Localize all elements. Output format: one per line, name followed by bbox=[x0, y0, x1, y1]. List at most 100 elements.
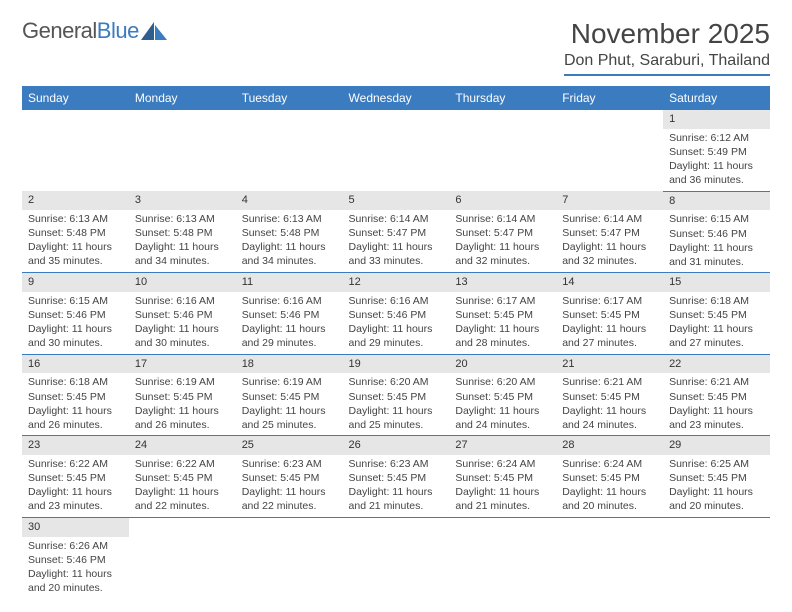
sunset: Sunset: 5:45 PM bbox=[349, 471, 444, 485]
cell-body: Sunrise: 6:14 AMSunset: 5:47 PMDaylight:… bbox=[556, 210, 663, 272]
day-number: 22 bbox=[663, 355, 770, 374]
sunset: Sunset: 5:45 PM bbox=[28, 390, 123, 404]
sunset: Sunset: 5:45 PM bbox=[562, 390, 657, 404]
calendar-cell bbox=[449, 517, 556, 598]
cell-body: Sunrise: 6:16 AMSunset: 5:46 PMDaylight:… bbox=[343, 292, 450, 354]
sunrise: Sunrise: 6:23 AM bbox=[349, 457, 444, 471]
calendar-cell: 13Sunrise: 6:17 AMSunset: 5:45 PMDayligh… bbox=[449, 273, 556, 355]
calendar-cell: 25Sunrise: 6:23 AMSunset: 5:45 PMDayligh… bbox=[236, 436, 343, 518]
daylight-2: and 23 minutes. bbox=[28, 499, 123, 513]
calendar-cell: 3Sunrise: 6:13 AMSunset: 5:48 PMDaylight… bbox=[129, 191, 236, 273]
sunrise: Sunrise: 6:23 AM bbox=[242, 457, 337, 471]
day-number: 13 bbox=[449, 273, 556, 292]
daylight-2: and 22 minutes. bbox=[242, 499, 337, 513]
daylight-1: Daylight: 11 hours bbox=[242, 322, 337, 336]
day-header: Sunday bbox=[22, 86, 129, 110]
daylight-1: Daylight: 11 hours bbox=[28, 404, 123, 418]
sunset: Sunset: 5:45 PM bbox=[135, 390, 230, 404]
sunrise: Sunrise: 6:24 AM bbox=[562, 457, 657, 471]
daylight-2: and 31 minutes. bbox=[669, 255, 764, 269]
sunrise: Sunrise: 6:18 AM bbox=[28, 375, 123, 389]
day-number: 23 bbox=[22, 436, 129, 455]
cell-body: Sunrise: 6:18 AMSunset: 5:45 PMDaylight:… bbox=[22, 373, 129, 435]
calendar-cell: 15Sunrise: 6:18 AMSunset: 5:45 PMDayligh… bbox=[663, 273, 770, 355]
calendar-cell: 26Sunrise: 6:23 AMSunset: 5:45 PMDayligh… bbox=[343, 436, 450, 518]
daylight-1: Daylight: 11 hours bbox=[669, 159, 764, 173]
sunrise: Sunrise: 6:19 AM bbox=[135, 375, 230, 389]
day-number: 15 bbox=[663, 273, 770, 292]
calendar-cell bbox=[556, 110, 663, 191]
calendar-cell: 1Sunrise: 6:12 AMSunset: 5:49 PMDaylight… bbox=[663, 110, 770, 191]
day-number: 4 bbox=[236, 191, 343, 210]
calendar-row: 30Sunrise: 6:26 AMSunset: 5:46 PMDayligh… bbox=[22, 517, 770, 598]
calendar-row: 16Sunrise: 6:18 AMSunset: 5:45 PMDayligh… bbox=[22, 354, 770, 436]
calendar-cell: 14Sunrise: 6:17 AMSunset: 5:45 PMDayligh… bbox=[556, 273, 663, 355]
calendar-cell: 6Sunrise: 6:14 AMSunset: 5:47 PMDaylight… bbox=[449, 191, 556, 273]
day-header: Monday bbox=[129, 86, 236, 110]
day-number: 25 bbox=[236, 436, 343, 455]
daylight-2: and 20 minutes. bbox=[669, 499, 764, 513]
calendar-row: 2Sunrise: 6:13 AMSunset: 5:48 PMDaylight… bbox=[22, 191, 770, 273]
daylight-2: and 21 minutes. bbox=[349, 499, 444, 513]
calendar-cell bbox=[663, 517, 770, 598]
calendar-cell: 29Sunrise: 6:25 AMSunset: 5:45 PMDayligh… bbox=[663, 436, 770, 518]
cell-body: Sunrise: 6:23 AMSunset: 5:45 PMDaylight:… bbox=[343, 455, 450, 517]
calendar-cell: 8Sunrise: 6:15 AMSunset: 5:46 PMDaylight… bbox=[663, 191, 770, 273]
sunrise: Sunrise: 6:16 AM bbox=[242, 294, 337, 308]
sunrise: Sunrise: 6:16 AM bbox=[349, 294, 444, 308]
daylight-2: and 32 minutes. bbox=[455, 254, 550, 268]
calendar-cell: 12Sunrise: 6:16 AMSunset: 5:46 PMDayligh… bbox=[343, 273, 450, 355]
daylight-1: Daylight: 11 hours bbox=[28, 485, 123, 499]
daylight-1: Daylight: 11 hours bbox=[455, 404, 550, 418]
day-header: Friday bbox=[556, 86, 663, 110]
daylight-1: Daylight: 11 hours bbox=[562, 240, 657, 254]
calendar-cell: 9Sunrise: 6:15 AMSunset: 5:46 PMDaylight… bbox=[22, 273, 129, 355]
daylight-2: and 36 minutes. bbox=[669, 173, 764, 187]
sunrise: Sunrise: 6:21 AM bbox=[669, 375, 764, 389]
day-number: 3 bbox=[129, 191, 236, 210]
daylight-2: and 30 minutes. bbox=[28, 336, 123, 350]
sunrise: Sunrise: 6:21 AM bbox=[562, 375, 657, 389]
calendar-cell bbox=[236, 517, 343, 598]
sunrise: Sunrise: 6:18 AM bbox=[669, 294, 764, 308]
logo: GeneralBlue bbox=[22, 18, 167, 44]
sail-icon bbox=[141, 22, 167, 40]
daylight-1: Daylight: 11 hours bbox=[135, 240, 230, 254]
sunset: Sunset: 5:45 PM bbox=[242, 471, 337, 485]
daylight-1: Daylight: 11 hours bbox=[669, 322, 764, 336]
calendar-cell bbox=[236, 110, 343, 191]
daylight-1: Daylight: 11 hours bbox=[242, 240, 337, 254]
cell-body: Sunrise: 6:20 AMSunset: 5:45 PMDaylight:… bbox=[343, 373, 450, 435]
daylight-2: and 34 minutes. bbox=[135, 254, 230, 268]
daylight-2: and 24 minutes. bbox=[455, 418, 550, 432]
calendar-cell: 18Sunrise: 6:19 AMSunset: 5:45 PMDayligh… bbox=[236, 354, 343, 436]
day-number: 24 bbox=[129, 436, 236, 455]
cell-body: Sunrise: 6:25 AMSunset: 5:45 PMDaylight:… bbox=[663, 455, 770, 517]
day-number: 1 bbox=[663, 110, 770, 129]
calendar-cell: 7Sunrise: 6:14 AMSunset: 5:47 PMDaylight… bbox=[556, 191, 663, 273]
sunrise: Sunrise: 6:22 AM bbox=[28, 457, 123, 471]
sunrise: Sunrise: 6:19 AM bbox=[242, 375, 337, 389]
calendar-cell bbox=[449, 110, 556, 191]
daylight-2: and 20 minutes. bbox=[28, 581, 123, 595]
daylight-2: and 33 minutes. bbox=[349, 254, 444, 268]
cell-body: Sunrise: 6:14 AMSunset: 5:47 PMDaylight:… bbox=[449, 210, 556, 272]
sunset: Sunset: 5:47 PM bbox=[455, 226, 550, 240]
daylight-2: and 25 minutes. bbox=[242, 418, 337, 432]
daylight-1: Daylight: 11 hours bbox=[349, 322, 444, 336]
sunset: Sunset: 5:46 PM bbox=[242, 308, 337, 322]
daylight-1: Daylight: 11 hours bbox=[562, 404, 657, 418]
daylight-2: and 29 minutes. bbox=[349, 336, 444, 350]
sunset: Sunset: 5:45 PM bbox=[669, 390, 764, 404]
daylight-1: Daylight: 11 hours bbox=[669, 241, 764, 255]
sunset: Sunset: 5:46 PM bbox=[349, 308, 444, 322]
cell-body: Sunrise: 6:13 AMSunset: 5:48 PMDaylight:… bbox=[236, 210, 343, 272]
cell-body: Sunrise: 6:20 AMSunset: 5:45 PMDaylight:… bbox=[449, 373, 556, 435]
day-header: Tuesday bbox=[236, 86, 343, 110]
sunrise: Sunrise: 6:12 AM bbox=[669, 131, 764, 145]
cell-body: Sunrise: 6:13 AMSunset: 5:48 PMDaylight:… bbox=[129, 210, 236, 272]
daylight-2: and 28 minutes. bbox=[455, 336, 550, 350]
daylight-2: and 30 minutes. bbox=[135, 336, 230, 350]
sunrise: Sunrise: 6:13 AM bbox=[28, 212, 123, 226]
day-number: 2 bbox=[22, 191, 129, 210]
